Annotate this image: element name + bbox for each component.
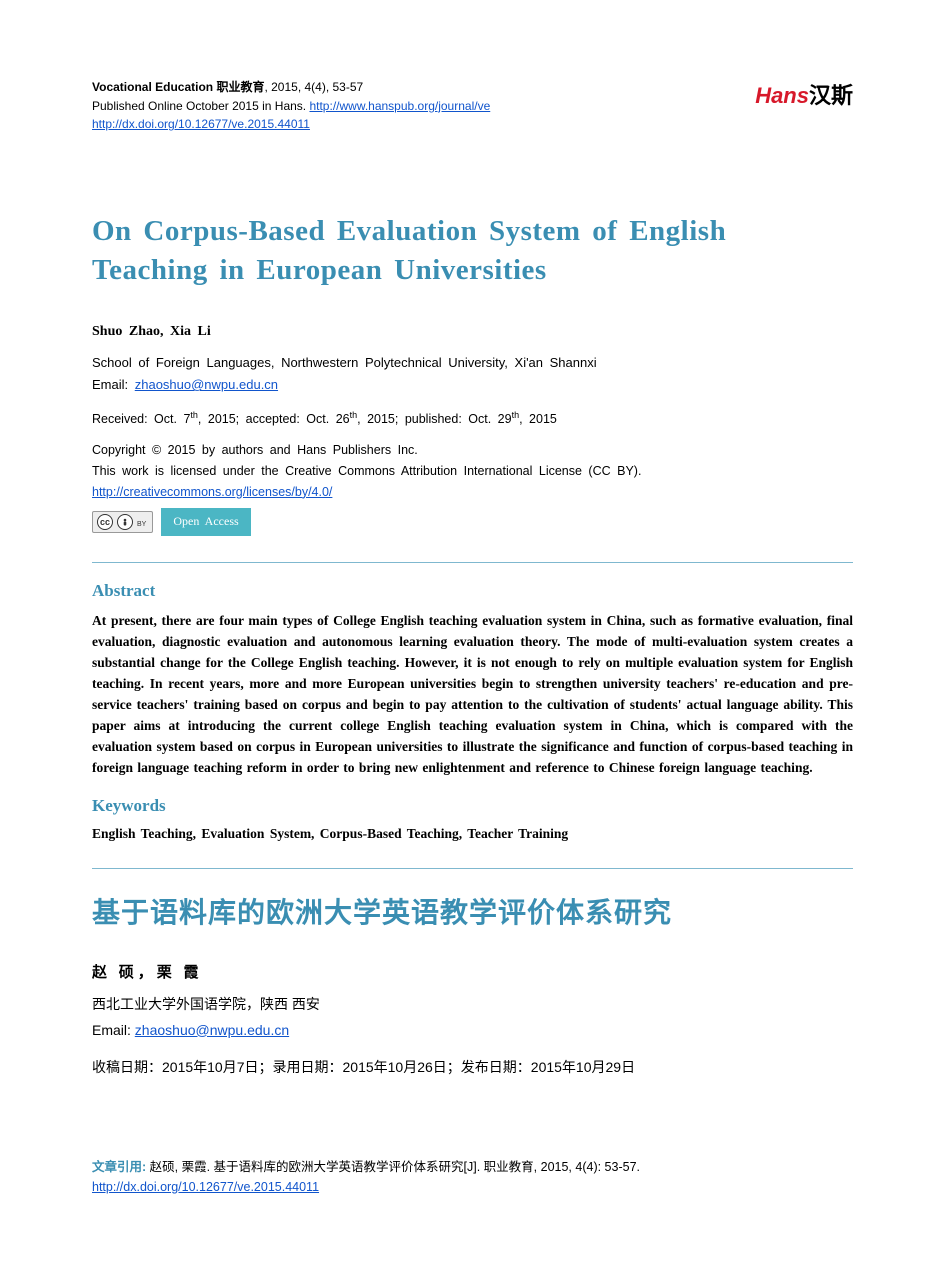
email-label: Email: (92, 377, 135, 392)
journal-meta: Vocational Education 职业教育, 2015, 4(4), 5… (92, 78, 490, 134)
dates-en: Received: Oct. 7th, 2015; accepted: Oct.… (92, 410, 853, 426)
copyright-line1: Copyright © 2015 by authors and Hans Pub… (92, 440, 853, 461)
sup-th-3: th (512, 410, 520, 420)
cc-url-link[interactable]: http://creativecommons.org/licenses/by/4… (92, 485, 332, 499)
cc-by-badge: cc BY (92, 511, 153, 533)
page-container: Vocational Education 职业教育, 2015, 4(4), 5… (0, 0, 945, 1237)
citation-text: 赵硕, 栗霞. 基于语料库的欧洲大学英语教学评价体系研究[J]. 职业教育, 2… (150, 1160, 640, 1174)
affiliation-cn-text: 西北工业大学外国语学院，陕西 西安 (92, 992, 853, 1017)
citation-doi-link[interactable]: http://dx.doi.org/10.12677/ve.2015.44011 (92, 1180, 319, 1194)
citation-label: 文章引用: (92, 1160, 150, 1174)
email-link-cn[interactable]: zhaoshuo@nwpu.edu.cn (135, 1022, 289, 1038)
authors-en: Shuo Zhao, Xia Li (92, 324, 853, 340)
sup-th-1: th (190, 410, 198, 420)
received-pre: Received: Oct. 7 (92, 412, 190, 426)
journal-issue: , 2015, 4(4), 53-57 (264, 80, 363, 94)
article-title-cn: 基于语料库的欧洲大学英语教学评价体系研究 (92, 891, 853, 931)
copyright-block: Copyright © 2015 by authors and Hans Pub… (92, 440, 853, 536)
email-line: Email: zhaoshuo@nwpu.edu.cn (92, 374, 853, 396)
header: Vocational Education 职业教育, 2015, 4(4), 5… (92, 78, 853, 134)
abstract-heading: Abstract (92, 581, 853, 601)
divider-1 (92, 562, 853, 563)
email-label-cn: Email: (92, 1022, 135, 1038)
published-line: Published Online October 2015 in Hans. h… (92, 97, 490, 116)
abstract-body: At present, there are four main types of… (92, 611, 853, 778)
open-access-badge: Open Access (161, 508, 250, 536)
publisher-logo: Hans汉斯 (755, 78, 853, 110)
doi-line: http://dx.doi.org/10.12677/ve.2015.44011 (92, 115, 490, 134)
copyright-line2: This work is licensed under the Creative… (92, 461, 853, 482)
doi-link[interactable]: http://dx.doi.org/10.12677/ve.2015.44011 (92, 117, 310, 131)
email-link[interactable]: zhaoshuo@nwpu.edu.cn (135, 377, 278, 392)
affiliation-text: School of Foreign Languages, Northwester… (92, 352, 853, 374)
logo-black: 汉斯 (809, 83, 853, 108)
license-badges: cc BY Open Access (92, 508, 853, 536)
citation-footer: 文章引用: 赵硕, 栗霞. 基于语料库的欧洲大学英语教学评价体系研究[J]. 职… (92, 1157, 853, 1197)
by-icon (117, 514, 133, 530)
citation-line: 文章引用: 赵硕, 栗霞. 基于语料库的欧洲大学英语教学评价体系研究[J]. 职… (92, 1157, 853, 1177)
received-suf: , 2015; accepted: Oct. 26 (198, 412, 350, 426)
by-label: BY (137, 519, 146, 531)
affiliation-cn: 西北工业大学外国语学院，陕西 西安 Email: zhaoshuo@nwpu.e… (92, 992, 853, 1042)
authors-cn: 赵 硕，栗 霞 (92, 961, 853, 982)
citation-doi-line: http://dx.doi.org/10.12677/ve.2015.44011 (92, 1177, 853, 1197)
cc-url-line: http://creativecommons.org/licenses/by/4… (92, 482, 853, 503)
cc-icon: cc (97, 514, 113, 530)
divider-2 (92, 868, 853, 869)
keywords-body: English Teaching, Evaluation System, Cor… (92, 826, 853, 842)
logo-red: Hans (755, 83, 809, 108)
journal-line: Vocational Education 职业教育, 2015, 4(4), 5… (92, 78, 490, 97)
article-title-en: On Corpus-Based Evaluation System of Eng… (92, 212, 853, 290)
dates-cn: 收稿日期：2015年10月7日；录用日期：2015年10月26日；发布日期：20… (92, 1057, 853, 1077)
journal-url-link[interactable]: http://www.hanspub.org/journal/ve (309, 99, 490, 113)
accepted-suf: , 2015; published: Oct. 29 (357, 412, 511, 426)
published-suf: , 2015 (519, 412, 557, 426)
sup-th-2: th (350, 410, 358, 420)
email-line-cn: Email: zhaoshuo@nwpu.edu.cn (92, 1018, 853, 1043)
keywords-heading: Keywords (92, 796, 853, 816)
affiliation-en: School of Foreign Languages, Northwester… (92, 352, 853, 396)
journal-name: Vocational Education 职业教育 (92, 80, 264, 94)
published-prefix: Published Online October 2015 in Hans. (92, 99, 309, 113)
